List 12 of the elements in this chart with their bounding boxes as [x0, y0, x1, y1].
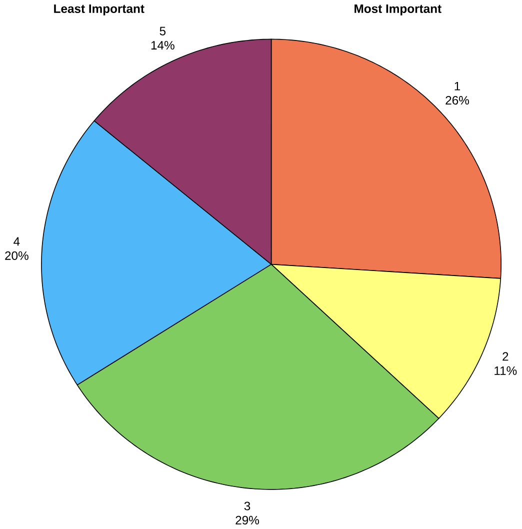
text: Most Important [354, 4, 442, 16]
data-label: 11% [494, 366, 517, 375]
data-label: 26% [446, 96, 470, 105]
data-label: 14% [152, 41, 175, 50]
data-label: 20% [5, 251, 29, 260]
slice-label: 3 [244, 502, 250, 510]
slice-label: 5 [160, 26, 166, 36]
data-label: 29% [236, 516, 260, 524]
slice-label: 4 [14, 237, 20, 246]
text: Least Important [54, 4, 145, 16]
slice-label: 1 [454, 82, 460, 90]
slice-label: 2 [502, 352, 508, 361]
